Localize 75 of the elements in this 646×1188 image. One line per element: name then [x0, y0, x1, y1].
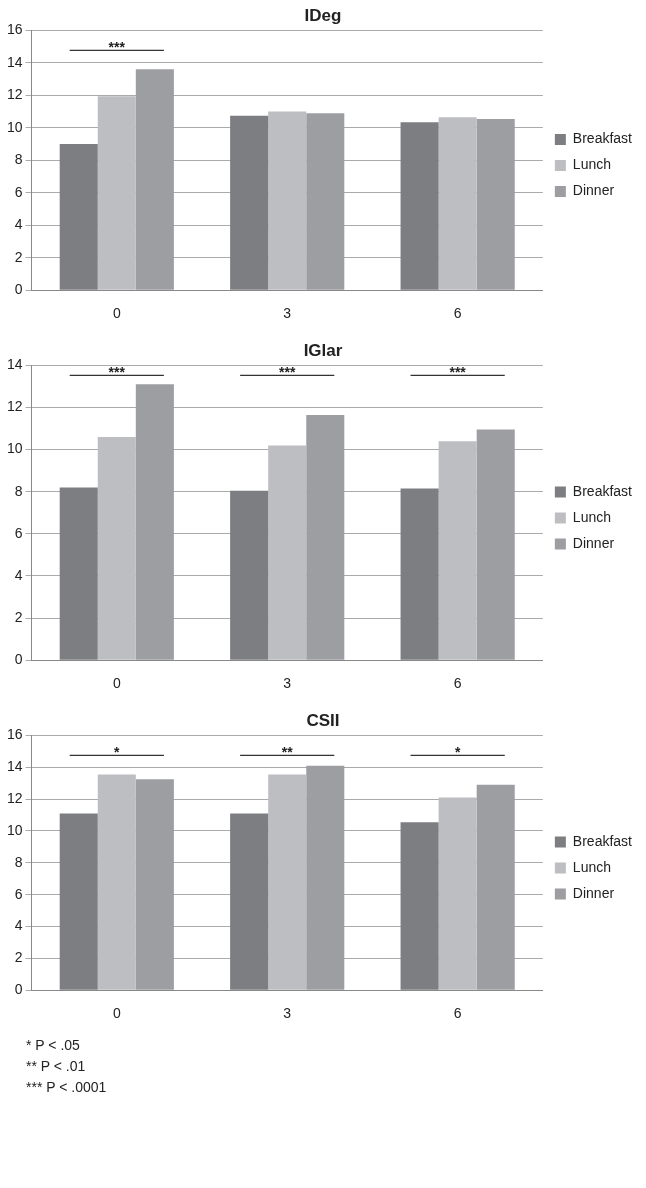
y-tick-label: 0 [14, 981, 23, 998]
bar [97, 436, 136, 660]
y-tick-label: 14 [6, 758, 23, 775]
text: * P < .05 [26, 1036, 81, 1055]
legend-label: Lunch [572, 508, 612, 525]
bar [268, 445, 307, 660]
y-tick-label: 0 [14, 281, 23, 298]
annotation: * [454, 744, 461, 761]
chart-title: IGlar [303, 340, 343, 360]
y-tick-label: 16 [6, 726, 23, 743]
y-tick-label: 10 [6, 821, 23, 838]
y-tick-label: 4 [14, 566, 23, 583]
bar [97, 96, 136, 290]
bar [268, 774, 307, 990]
chart-title: CSII [306, 710, 340, 730]
y-tick-label: 6 [14, 524, 23, 541]
y-tick-label: 4 [14, 216, 23, 233]
y-tick-label: 2 [14, 608, 23, 625]
bar [476, 429, 515, 660]
legend-label: Dinner [572, 884, 615, 901]
x-tick-label: 3 [283, 305, 292, 322]
bar [476, 118, 515, 290]
text: ** P < .01 [26, 1057, 87, 1076]
legend-label: Dinner [572, 182, 615, 199]
bar [476, 784, 515, 990]
y-tick-label: 0 [14, 651, 23, 668]
y-tick-label: 8 [14, 482, 23, 499]
x-tick-label: 6 [453, 305, 462, 322]
bar [438, 441, 477, 660]
x-tick-label: 0 [112, 305, 121, 322]
legend-label: Breakfast [572, 130, 633, 147]
y-tick-label: 2 [14, 949, 23, 966]
legend-label: Breakfast [572, 482, 633, 499]
y-tick-label: 12 [6, 398, 23, 415]
y-tick-label: 6 [14, 885, 23, 902]
x-tick-label: 6 [453, 1005, 462, 1022]
annotation: *** [279, 364, 296, 381]
bar [306, 765, 345, 990]
y-tick-label: 6 [14, 183, 23, 200]
legend-label: Breakfast [572, 832, 633, 849]
bar [268, 111, 307, 290]
y-tick-label: 10 [6, 440, 23, 457]
legend-label: Dinner [572, 534, 615, 551]
bar [97, 774, 136, 990]
x-tick-label: 0 [112, 1005, 121, 1022]
y-tick-label: 8 [14, 853, 23, 870]
y-tick-label: 14 [6, 356, 23, 373]
y-tick-label: 16 [6, 21, 23, 38]
bar [306, 414, 345, 660]
annotation: *** [108, 364, 126, 381]
y-tick-label: 12 [6, 86, 23, 103]
annotation: * [114, 744, 121, 761]
x-tick-label: 3 [283, 1005, 292, 1022]
x-tick-label: 3 [283, 675, 292, 692]
legend-label: Lunch [572, 156, 612, 173]
annotation: ** [281, 744, 294, 761]
x-tick-label: 0 [112, 675, 121, 692]
y-tick-label: 8 [14, 151, 23, 168]
x-tick-label: 6 [453, 675, 462, 692]
bar [306, 113, 345, 290]
bar [438, 797, 477, 990]
y-tick-label: 2 [14, 248, 23, 265]
bar [135, 384, 174, 660]
bar [135, 779, 174, 990]
text: *** P < .0001 [26, 1078, 108, 1097]
y-tick-label: 12 [6, 789, 23, 806]
legend-label: Lunch [572, 858, 612, 875]
y-tick-label: 10 [6, 118, 23, 135]
bar [438, 117, 477, 290]
annotation: *** [108, 39, 126, 56]
y-tick-label: 4 [14, 917, 23, 934]
y-tick-label: 14 [6, 53, 23, 70]
bar [135, 69, 174, 290]
chart-title: IDeg [304, 5, 342, 25]
annotation: *** [449, 364, 467, 381]
